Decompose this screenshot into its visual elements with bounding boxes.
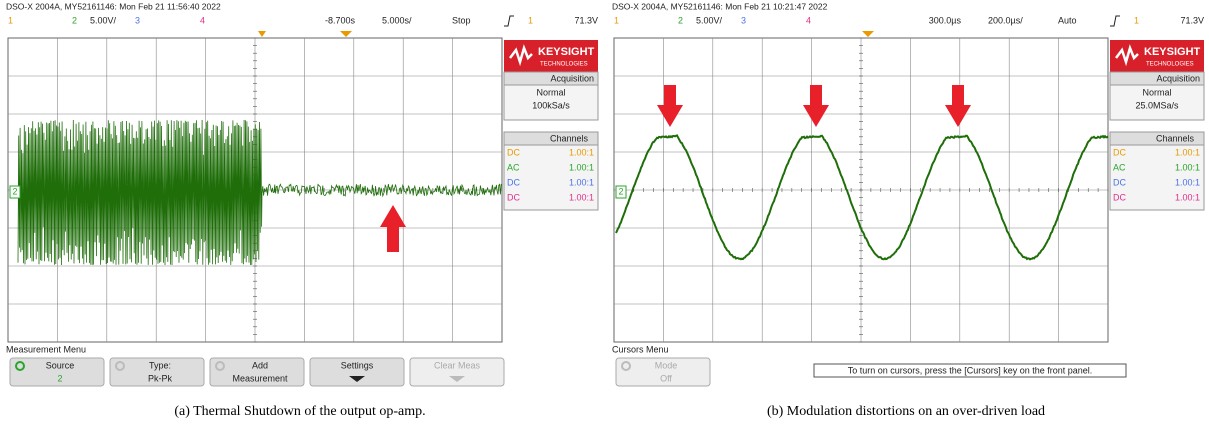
channel-scale: 5.00V/ bbox=[696, 15, 723, 25]
trigger-icon bbox=[504, 16, 514, 26]
time-offset: 300.0µs bbox=[929, 15, 962, 25]
channel-number: 1 bbox=[8, 15, 13, 25]
trigger-icon bbox=[1110, 16, 1120, 26]
time-scale: 200.0µs/ bbox=[988, 15, 1023, 25]
scope-screenshot: DSO-X 2004A, MY52161146: Mon Feb 21 11:5… bbox=[0, 0, 600, 427]
scope-screenshot: DSO-X 2004A, MY52161146: Mon Feb 21 10:2… bbox=[606, 0, 1206, 427]
header: DSO-X 2004A, MY52161146: Mon Feb 21 11:5… bbox=[6, 1, 221, 11]
channel-coupling: AC bbox=[1113, 162, 1126, 172]
channel-probe: 1.00:1 bbox=[569, 162, 594, 172]
channel-coupling: AC bbox=[507, 162, 520, 172]
time-offset: -8.700s bbox=[325, 15, 356, 25]
button-label: Type: bbox=[149, 360, 171, 370]
menu-button[interactable]: Mode Off bbox=[616, 358, 710, 386]
channel-coupling: DC bbox=[1113, 177, 1126, 187]
logo-sub: TECHNOLOGIES bbox=[540, 62, 588, 68]
channel-probe: 1.00:1 bbox=[569, 147, 594, 157]
menu-button[interactable]: Add Measurement bbox=[210, 358, 304, 386]
acq-mode: Normal bbox=[536, 87, 565, 97]
sample-rate: 25.0MSa/s bbox=[1135, 100, 1179, 110]
page: DSO-X 2004A, MY52161146: Mon Feb 21 11:5… bbox=[0, 0, 1209, 427]
logo-brand: KEYSIGHT bbox=[538, 46, 595, 58]
channel-coupling: DC bbox=[507, 192, 520, 202]
menu-button[interactable]: Type: Pk-Pk bbox=[110, 358, 204, 386]
button-value: Off bbox=[660, 373, 672, 383]
ground-marker: 2 bbox=[12, 186, 17, 196]
menu-title: Measurement Menu bbox=[6, 344, 86, 354]
menu-message: To turn on cursors, press the [Cursors] … bbox=[848, 365, 1093, 375]
button-label: Clear Meas bbox=[434, 360, 481, 370]
channels-title: Channels bbox=[550, 133, 589, 143]
logo-sub: TECHNOLOGIES bbox=[1146, 62, 1194, 68]
button-value: Pk-Pk bbox=[148, 373, 173, 383]
channel-number: 2 bbox=[678, 15, 683, 25]
button-label: Source bbox=[46, 360, 75, 370]
trigger-level: 71.3V bbox=[1180, 15, 1204, 25]
trigger-marker bbox=[258, 31, 266, 37]
ground-marker: 2 bbox=[618, 186, 623, 196]
offset-marker bbox=[340, 31, 352, 37]
acq-title: Acquisition bbox=[1156, 73, 1200, 83]
channel-coupling: DC bbox=[1113, 147, 1126, 157]
channel-scale: 5.00V/ bbox=[90, 15, 117, 25]
menu-button[interactable]: Clear Meas bbox=[410, 358, 504, 386]
channel-number: 3 bbox=[135, 15, 140, 25]
channel-number: 1 bbox=[614, 15, 619, 25]
channel-number: 2 bbox=[72, 15, 77, 25]
channel-number: 3 bbox=[741, 15, 746, 25]
scope-panel: DSO-X 2004A, MY52161146: Mon Feb 21 10:2… bbox=[606, 0, 1206, 427]
trigger-channel: 1 bbox=[528, 15, 533, 25]
channel-probe: 1.00:1 bbox=[1175, 147, 1200, 157]
channel-coupling: DC bbox=[507, 177, 520, 187]
channel-probe: 1.00:1 bbox=[1175, 177, 1200, 187]
menu-button[interactable]: Settings bbox=[310, 358, 404, 386]
channel-probe: 1.00:1 bbox=[1175, 162, 1200, 172]
channel-number: 4 bbox=[200, 15, 205, 25]
channel-coupling: DC bbox=[1113, 192, 1126, 202]
channel-probe: 1.00:1 bbox=[569, 192, 594, 202]
trigger-channel: 1 bbox=[1134, 15, 1139, 25]
trigger-level: 71.3V bbox=[574, 15, 598, 25]
button-label: Mode bbox=[655, 360, 678, 370]
sample-rate: 100kSa/s bbox=[532, 100, 570, 110]
channel-number: 4 bbox=[806, 15, 811, 25]
acq-mode: Normal bbox=[1142, 87, 1171, 97]
logo-brand: KEYSIGHT bbox=[1144, 46, 1201, 58]
caption: (a) Thermal Shutdown of the output op-am… bbox=[174, 404, 425, 419]
acq-title: Acquisition bbox=[550, 73, 594, 83]
button-label: Settings bbox=[341, 360, 374, 370]
button-label: Add bbox=[252, 360, 268, 370]
channel-probe: 1.00:1 bbox=[1175, 192, 1200, 202]
header: DSO-X 2004A, MY52161146: Mon Feb 21 10:2… bbox=[612, 1, 828, 11]
run-state: Stop bbox=[452, 15, 471, 25]
channels-title: Channels bbox=[1156, 133, 1195, 143]
channel-probe: 1.00:1 bbox=[569, 177, 594, 187]
menu-button[interactable]: Source 2 bbox=[10, 358, 104, 386]
button-value: Measurement bbox=[232, 373, 288, 383]
menu-title: Cursors Menu bbox=[612, 344, 669, 354]
caption: (b) Modulation distortions on an over-dr… bbox=[767, 404, 1045, 419]
scope-panel: DSO-X 2004A, MY52161146: Mon Feb 21 11:5… bbox=[0, 0, 600, 427]
channel-coupling: DC bbox=[507, 147, 520, 157]
time-scale: 5.000s/ bbox=[382, 15, 412, 25]
offset-marker bbox=[862, 31, 874, 37]
run-state: Auto bbox=[1058, 15, 1077, 25]
button-value: 2 bbox=[57, 373, 62, 383]
